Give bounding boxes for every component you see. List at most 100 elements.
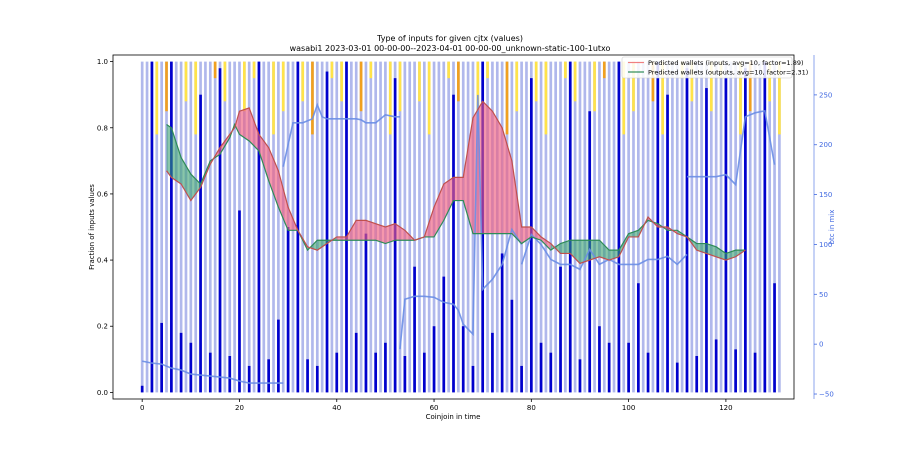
- bar-dark: [306, 359, 309, 393]
- y2-tick-label: 50: [819, 291, 828, 299]
- y2-tick-label: 200: [819, 141, 832, 149]
- bar-light: [422, 61, 426, 393]
- fill-outputs-above: [570, 240, 580, 264]
- bar-light: [466, 61, 470, 393]
- fill-outputs-above: [706, 243, 717, 257]
- y2-tick-label: 150: [819, 191, 832, 199]
- bar-dark: [714, 339, 718, 393]
- fill-outputs-above: [599, 240, 610, 261]
- bar-dark: [471, 365, 475, 393]
- fill-inputs-above: [258, 134, 269, 181]
- fill-outputs-above: [171, 127, 182, 184]
- bar-dark: [315, 365, 319, 393]
- bar-cap: [476, 61, 480, 112]
- bar-light: [174, 61, 178, 393]
- bar-light: [612, 61, 616, 393]
- legend: Predicted wallets (inputs, avg=10, facto…: [621, 56, 808, 79]
- x-axis: 0 20 40 60 80 100 120: [140, 399, 733, 412]
- bar-dark: [140, 385, 144, 393]
- bar-dark: [452, 94, 455, 393]
- bar-light: [408, 61, 412, 393]
- bar-light: [165, 61, 168, 393]
- bar-light: [155, 61, 159, 393]
- bar-light: [709, 61, 713, 393]
- bar-light: [228, 61, 232, 393]
- bar-cap: [418, 61, 421, 102]
- bar-dark: [539, 342, 543, 393]
- fill-inputs-above: [375, 223, 386, 244]
- y2-tick-label: 100: [819, 241, 832, 249]
- bar-cap: [486, 61, 489, 79]
- bar-light: [272, 61, 275, 393]
- bar-light: [315, 61, 319, 393]
- btc-in-mix-line: [142, 360, 284, 384]
- bar-light: [350, 61, 353, 393]
- fill-inputs-above: [395, 223, 405, 241]
- bar-cap: [690, 61, 694, 102]
- bar-light: [549, 61, 553, 393]
- bar-dark: [335, 352, 339, 393]
- fill-inputs-above: [521, 227, 532, 244]
- bar-cap: [505, 61, 509, 135]
- bar-cap: [369, 61, 373, 79]
- bar-dark: [150, 61, 154, 393]
- bar-cap: [223, 61, 227, 102]
- bar-dark: [160, 322, 163, 393]
- bar-cap: [301, 61, 305, 102]
- bar-light: [418, 61, 421, 393]
- bar-light: [583, 61, 587, 393]
- bar-light: [564, 61, 567, 393]
- bar-light: [140, 61, 144, 393]
- bar-dark: [238, 210, 241, 393]
- bar-light: [311, 61, 314, 393]
- y2-tick-label: −50: [819, 391, 834, 399]
- bar-light: [729, 61, 733, 393]
- bar-dark: [170, 61, 173, 393]
- bar-dark: [724, 78, 728, 393]
- bar-dark: [607, 342, 611, 393]
- bar-light: [534, 61, 538, 393]
- bar-dark: [199, 94, 202, 393]
- bar-dark: [267, 359, 270, 393]
- btc-in-mix-line: [282, 102, 400, 167]
- bar-dark: [773, 283, 776, 393]
- bar-cap: [739, 61, 742, 135]
- bar-cap: [398, 61, 402, 112]
- bar-dark: [179, 332, 183, 393]
- y2-axis: −50 0 50 100 150 200 250: [813, 55, 834, 399]
- bar-light: [145, 61, 149, 393]
- bar-light: [559, 61, 562, 393]
- bar-light: [306, 61, 309, 393]
- bar-light: [637, 61, 640, 393]
- y2-axis-label: btc in mix: [828, 210, 836, 245]
- y-tick-label: 1.0: [97, 58, 108, 66]
- bar-dark: [559, 266, 562, 393]
- bar-light: [607, 61, 611, 393]
- predicted-wallets-inputs-line: [166, 100, 746, 265]
- bar-cap: [359, 61, 363, 112]
- bar-dark: [646, 352, 650, 393]
- bar-light: [277, 61, 280, 393]
- fill-inputs-above: [511, 160, 522, 244]
- bar-dark: [422, 352, 426, 393]
- bar-light: [330, 61, 334, 393]
- bar-cap: [252, 61, 256, 79]
- bar-light: [160, 61, 163, 393]
- bar-light: [739, 61, 742, 393]
- bar-light: [447, 61, 450, 393]
- bar-dark: [734, 349, 737, 393]
- btc-in-mix-line: [399, 94, 523, 350]
- bar-light: [671, 61, 674, 393]
- bar-light: [748, 61, 752, 393]
- bar-light: [281, 61, 285, 393]
- bar-dark: [364, 233, 368, 393]
- bar-light: [768, 61, 772, 393]
- fill-inputs-above: [365, 220, 376, 241]
- bar-light: [184, 61, 188, 393]
- bar-dark: [666, 94, 669, 393]
- bar-cap: [651, 61, 655, 102]
- bar-dark: [617, 61, 621, 393]
- bar-dark: [461, 326, 465, 393]
- bar-dark: [763, 61, 767, 393]
